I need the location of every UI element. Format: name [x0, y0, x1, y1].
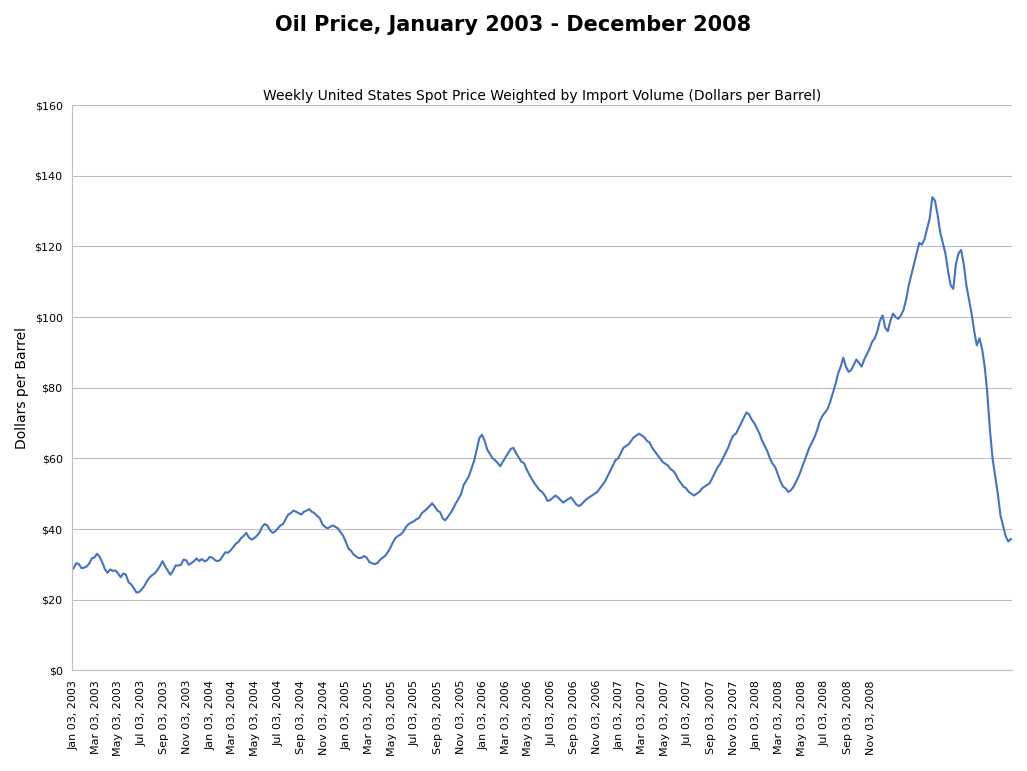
Y-axis label: Dollars per Barrel: Dollars per Barrel — [15, 327, 29, 449]
Text: Oil Price, January 2003 - December 2008: Oil Price, January 2003 - December 2008 — [275, 15, 752, 35]
Title: Weekly United States Spot Price Weighted by Import Volume (Dollars per Barrel): Weekly United States Spot Price Weighted… — [263, 89, 822, 103]
